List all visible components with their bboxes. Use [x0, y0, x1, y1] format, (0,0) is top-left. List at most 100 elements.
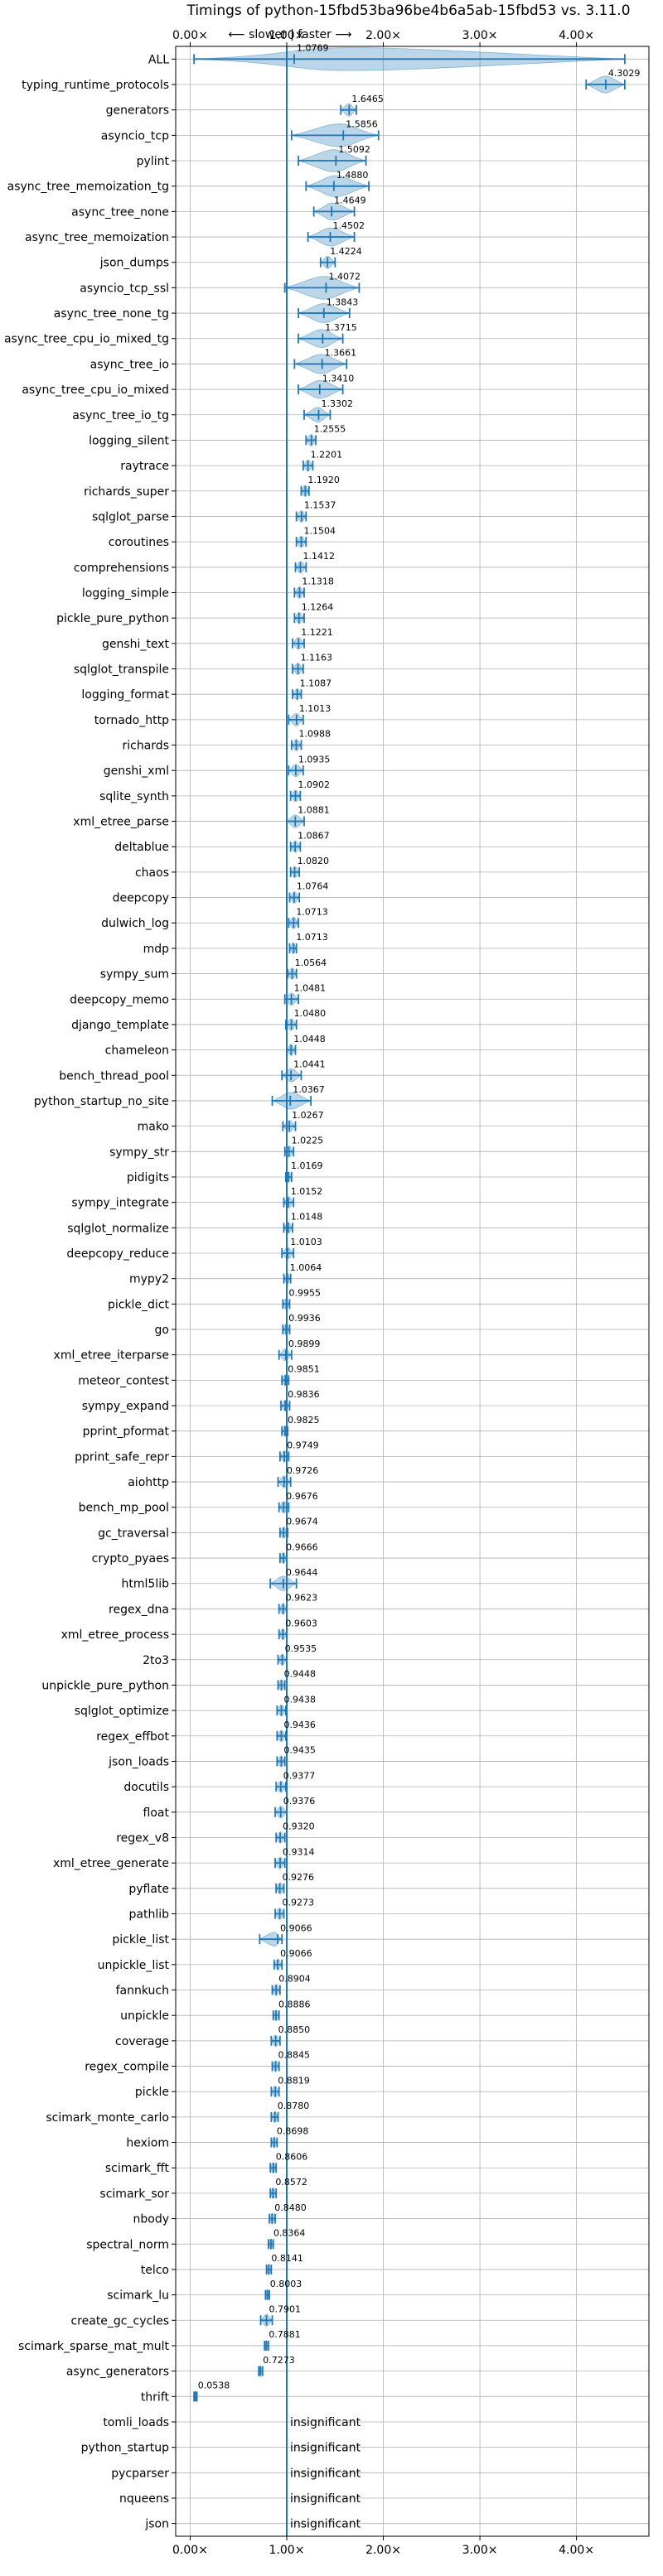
category-label: docutils — [123, 1781, 169, 1794]
value-label: 1.0764 — [297, 881, 329, 892]
category-label: tomli_loads — [103, 2416, 169, 2429]
category-label: sympy_integrate — [71, 1197, 169, 1210]
category-label: regex_v8 — [116, 1831, 169, 1845]
value-label: 1.1087 — [300, 678, 332, 688]
category-label: python_startup_no_site — [34, 1095, 169, 1108]
value-label: 1.3843 — [327, 297, 359, 307]
category-label: pickle_list — [112, 1933, 169, 1946]
value-label: 1.0169 — [291, 1160, 323, 1171]
value-label: 1.1163 — [301, 653, 333, 663]
value-label: 0.9666 — [286, 1541, 318, 1552]
category-label: hexiom — [126, 2137, 169, 2150]
value-label: 0.8364 — [273, 2227, 306, 2238]
category-label: thrift — [141, 2390, 170, 2404]
category-label: comprehensions — [74, 562, 169, 575]
category-label: xml_etree_process — [61, 1628, 169, 1642]
value-label: 1.0564 — [295, 958, 327, 968]
insignificant-label: insignificant — [290, 2416, 361, 2429]
value-label: 1.5092 — [338, 144, 370, 155]
value-label: 1.0152 — [291, 1186, 323, 1197]
value-label: 1.0480 — [294, 1008, 327, 1019]
value-label: 0.9273 — [283, 1898, 315, 1908]
category-label: nbody — [133, 2213, 170, 2226]
value-label: 0.9726 — [287, 1465, 319, 1476]
insignificant-label: insignificant — [290, 2492, 361, 2506]
value-label: 1.0448 — [293, 1034, 326, 1044]
value-label: 0.9376 — [283, 1796, 316, 1807]
value-label: 1.3302 — [321, 398, 353, 409]
category-label: pprint_pformat — [83, 1425, 170, 1439]
value-label: 0.9603 — [285, 1618, 317, 1628]
category-label: create_gc_cycles — [70, 2314, 169, 2328]
grid-layer — [176, 46, 649, 2536]
category-label: async_tree_io — [90, 358, 169, 371]
value-label: 1.0867 — [298, 830, 330, 841]
category-label: logging_format — [81, 688, 169, 702]
value-label: 0.9377 — [283, 1770, 316, 1781]
category-label: pycparser — [111, 2467, 169, 2480]
value-label: 1.6465 — [351, 94, 384, 104]
category-label: sqlglot_parse — [92, 510, 169, 523]
value-label: 4.3029 — [608, 68, 641, 79]
value-label: 0.9955 — [288, 1288, 321, 1299]
category-label: coverage — [115, 2035, 169, 2048]
category-label: sqlglot_transpile — [74, 663, 169, 677]
category-label: scimark_fft — [105, 2162, 170, 2175]
value-label: 0.9674 — [286, 1517, 318, 1527]
value-label: 0.0538 — [198, 2380, 230, 2390]
value-label: 0.8003 — [270, 2279, 302, 2289]
value-label: 0.9644 — [286, 1567, 318, 1578]
value-label: 1.1013 — [299, 703, 332, 714]
category-label: pickle_pure_python — [56, 612, 169, 625]
category-label: genshi_text — [102, 638, 170, 651]
value-label: 0.9535 — [285, 1643, 317, 1654]
category-label: dulwich_log — [101, 917, 169, 930]
value-label: 1.4649 — [334, 195, 366, 206]
category-label: pickle_dict — [108, 1298, 170, 1311]
x-tick-label-bottom: 0.00× — [172, 2544, 208, 2557]
value-label: 0.8850 — [278, 2024, 311, 2035]
value-label: 1.0481 — [294, 982, 327, 993]
category-label: pidigits — [127, 1171, 169, 1184]
category-label: xml_etree_iterparse — [54, 1349, 169, 1363]
category-label: bench_thread_pool — [59, 1069, 169, 1083]
category-label: deepcopy_memo — [70, 993, 169, 1006]
insignificant-label: insignificant — [290, 2442, 361, 2455]
plot-frame — [175, 46, 650, 2537]
value-label: 1.3715 — [325, 322, 357, 333]
category-label: python_startup — [81, 2442, 169, 2455]
value-label: 1.0881 — [298, 805, 330, 816]
value-label: 0.8141 — [271, 2253, 303, 2264]
category-label: mako — [138, 1121, 169, 1134]
value-label: 0.8606 — [276, 2151, 308, 2162]
category-label: tornado_http — [94, 714, 169, 727]
category-label: generators — [106, 104, 169, 118]
category-label-layer: ALL typing_runtime_protocols generators asy… — [4, 43, 640, 2531]
value-label: 0.9851 — [288, 1364, 320, 1375]
category-label: raytrace — [120, 460, 169, 473]
value-label: 1.0267 — [292, 1110, 324, 1121]
category-label: coroutines — [109, 536, 169, 549]
value-label: 1.1920 — [307, 475, 340, 485]
value-label: 1.0367 — [293, 1084, 325, 1095]
category-label: scimark_sparse_mat_mult — [18, 2340, 169, 2353]
value-label: 0.9066 — [280, 1922, 312, 1933]
category-label: async_tree_none_tg — [54, 307, 169, 321]
category-label: aiohttp — [128, 1476, 169, 1489]
value-label: 1.0148 — [291, 1212, 323, 1223]
value-label: 1.0441 — [293, 1059, 326, 1069]
category-label: meteor_contest — [78, 1374, 169, 1387]
category-label: 2to3 — [143, 1654, 169, 1667]
category-label: nqueens — [119, 2492, 169, 2506]
category-label: json_dumps — [99, 257, 169, 270]
value-label: 1.4502 — [332, 220, 365, 231]
x-tick-label-top: 0.00× — [172, 29, 208, 42]
value-label: 0.9066 — [280, 1948, 312, 1959]
value-label: 1.4072 — [328, 272, 361, 282]
insignificant-label: insignificant — [290, 2467, 361, 2480]
category-label: json_loads — [108, 1755, 169, 1768]
value-label: 1.1504 — [304, 525, 336, 536]
category-label: logging_simple — [82, 586, 169, 600]
category-label: asyncio_tcp_ssl — [80, 282, 169, 295]
value-label: 0.9836 — [288, 1389, 320, 1400]
